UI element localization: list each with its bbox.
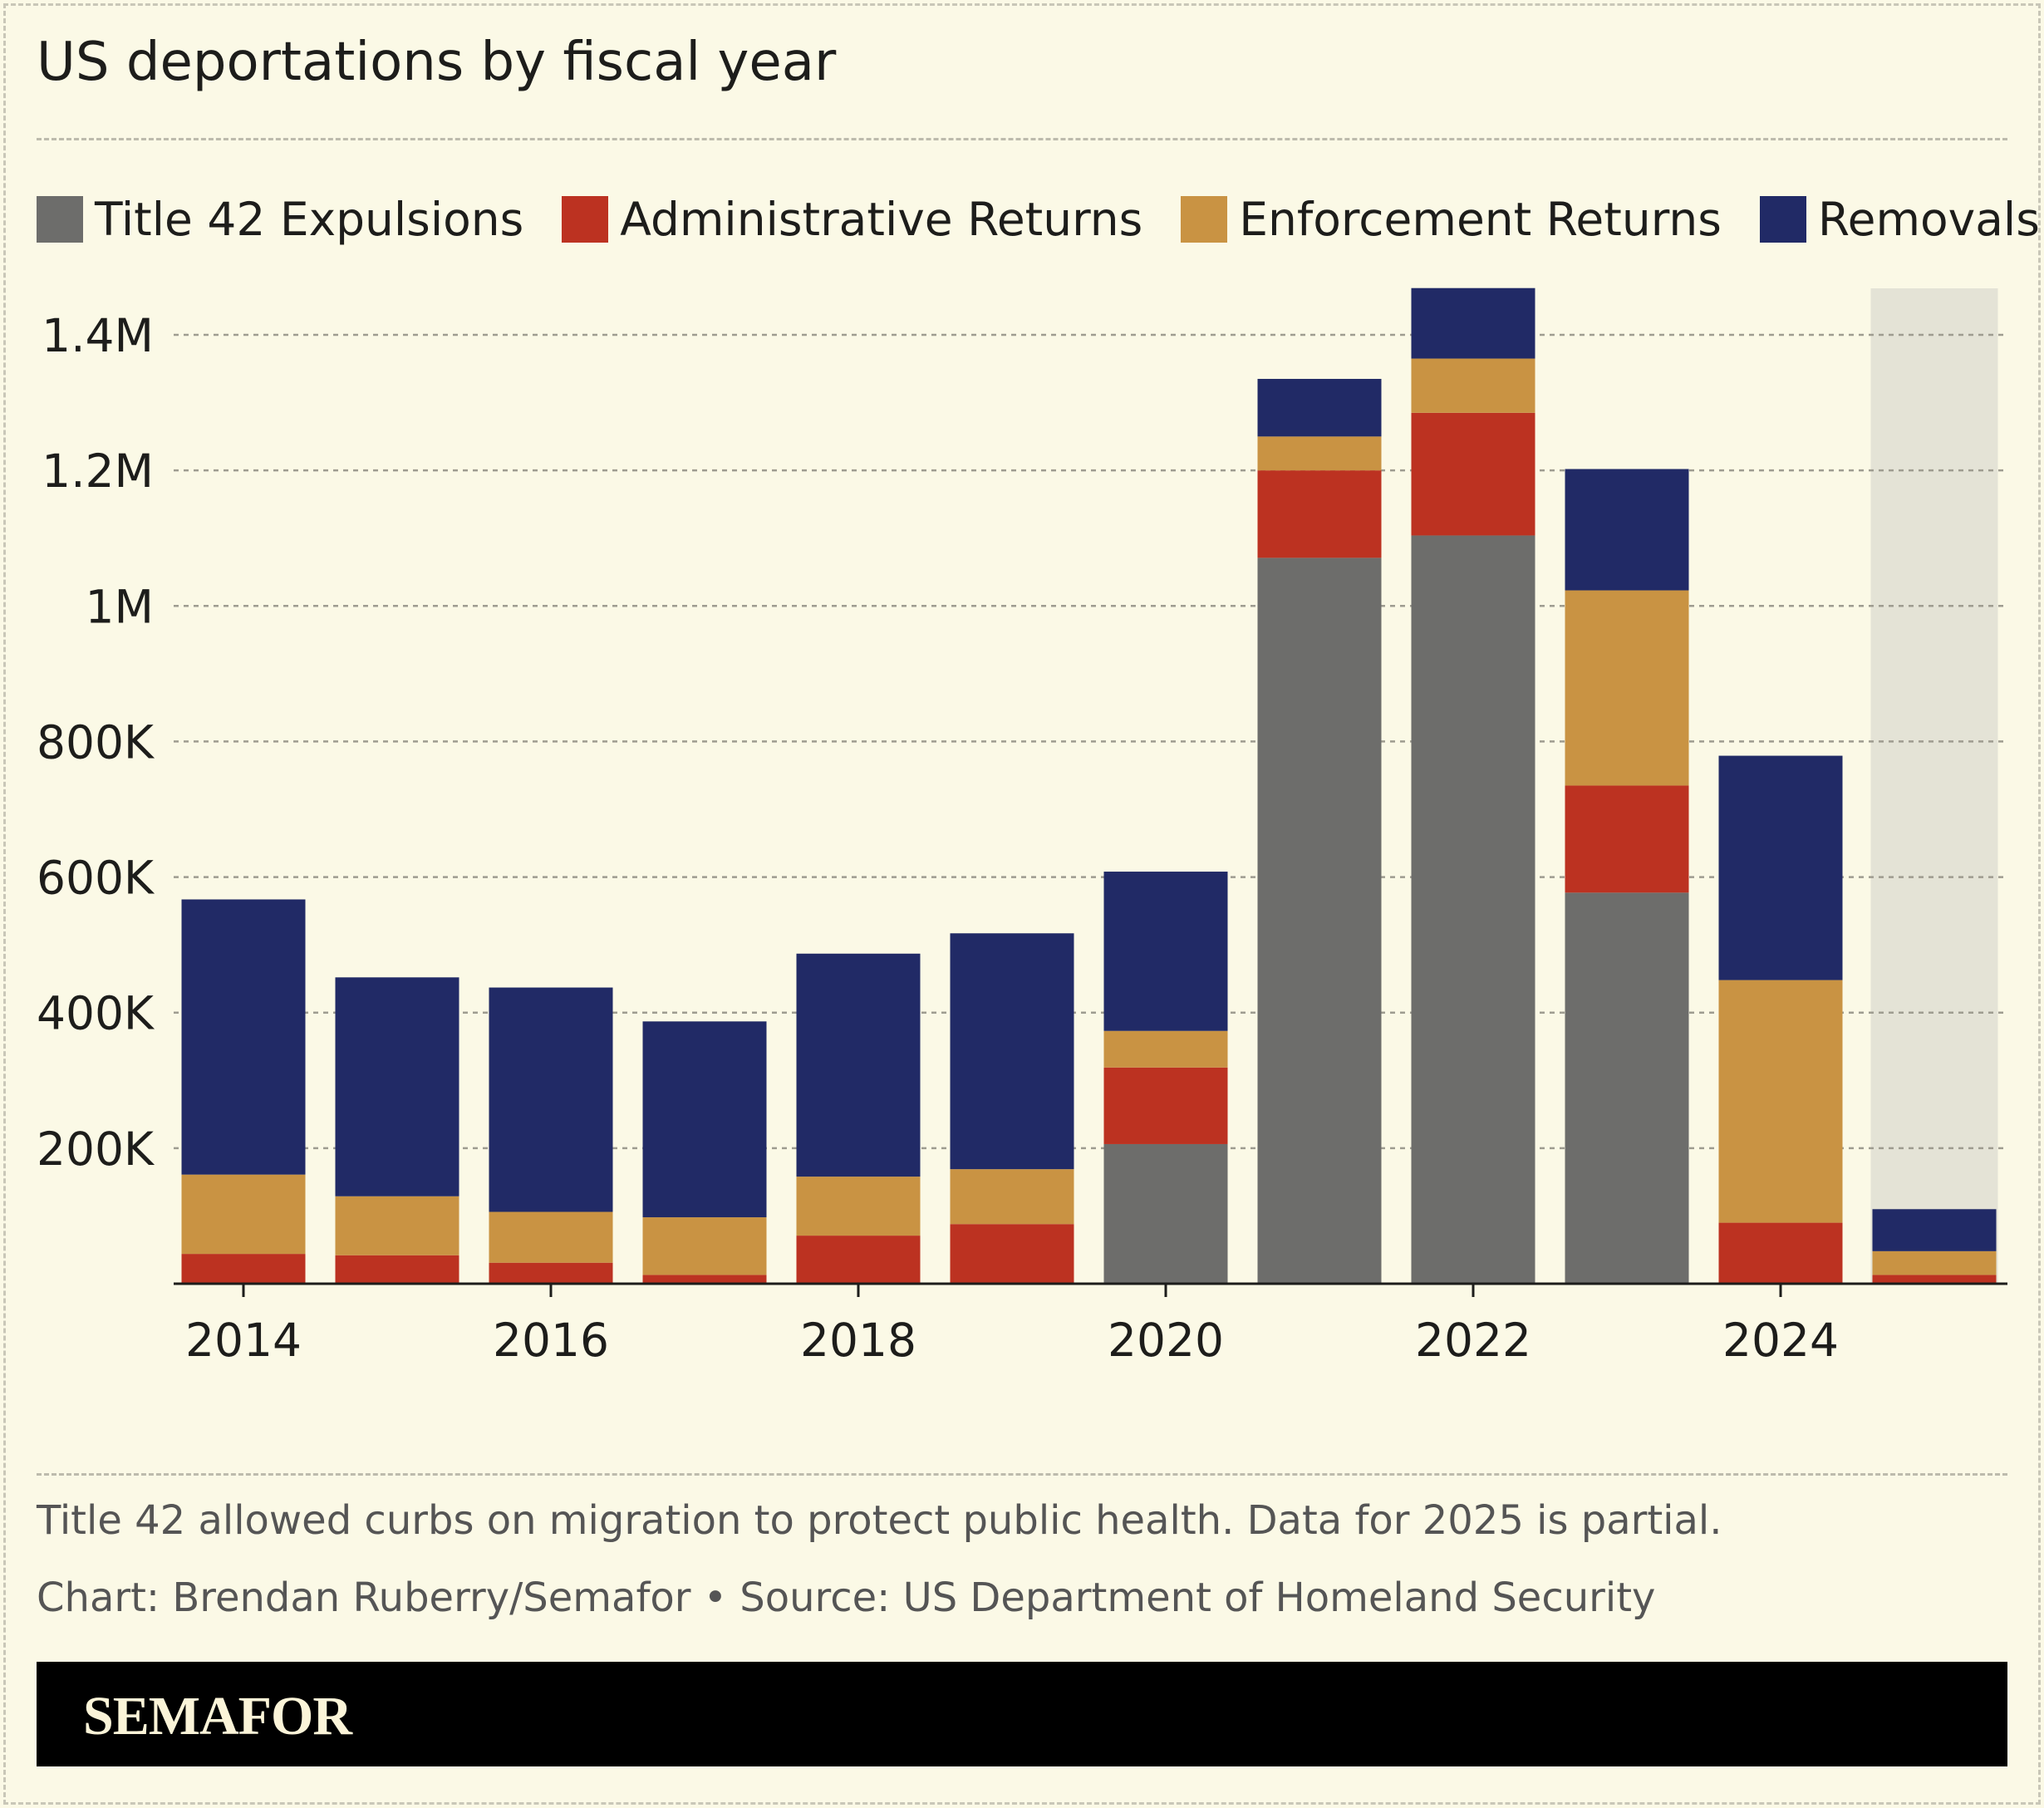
footer-divider (37, 1473, 2007, 1476)
x-tick-label: 2022 (1415, 1314, 1531, 1367)
bar-segment-2015-removals (335, 977, 459, 1196)
bar-segment-2023-administrative-returns (1565, 785, 1689, 893)
bar-segment-2020-administrative-returns (1103, 1067, 1228, 1144)
bar-segment-2020-enforcement-returns (1103, 1030, 1228, 1068)
bar-segment-2025-administrative-returns (1872, 1275, 1997, 1284)
bar-segment-2015-administrative-returns (335, 1255, 459, 1284)
semafor-logo: SEMAFOR (83, 1686, 352, 1747)
bar-segment-2019-removals (950, 933, 1074, 1170)
legend-label: Administrative Returns (620, 193, 1143, 246)
y-tick-label: 1M (86, 580, 154, 633)
bar-segment-2019-enforcement-returns (950, 1169, 1074, 1225)
legend-item-administrative-returns: Administrative Returns (562, 193, 1142, 246)
bar-segment-2014-enforcement-returns (181, 1174, 306, 1255)
legend-swatch (1759, 196, 1806, 243)
x-tick-label: 2014 (185, 1314, 302, 1367)
brand-bar: SEMAFOR (37, 1662, 2007, 1766)
bar-segment-2016-removals (489, 987, 613, 1212)
bar-segment-2024-administrative-returns (1718, 1222, 1843, 1284)
bar-segment-2025-enforcement-returns (1872, 1250, 1997, 1275)
legend-item-enforcement-returns: Enforcement Returns (1181, 193, 1722, 246)
bar-segment-2022-administrative-returns (1411, 412, 1535, 536)
bar-segment-2023-enforcement-returns (1565, 590, 1689, 786)
chart-frame (3, 3, 2041, 1805)
bar-segment-2021-title-42-expulsions (1257, 558, 1382, 1284)
x-tick-label: 2016 (493, 1314, 609, 1367)
bar-segment-2020-removals (1103, 872, 1228, 1031)
bar-segment-2022-removals (1411, 287, 1535, 359)
bar-segment-2022-enforcement-returns (1411, 358, 1535, 413)
legend-swatch (37, 196, 83, 243)
bar-segment-2016-enforcement-returns (489, 1211, 613, 1263)
y-tick-label: 1.2M (42, 445, 154, 498)
bar-segment-2014-administrative-returns (181, 1254, 306, 1284)
bar-segment-2019-administrative-returns (950, 1224, 1074, 1284)
bar-segment-2024-enforcement-returns (1718, 980, 1843, 1223)
bar-segment-2021-removals (1257, 379, 1382, 437)
bar-segment-2017-enforcement-returns (642, 1217, 767, 1275)
bar-segment-2018-administrative-returns (796, 1236, 921, 1284)
legend-label: Enforcement Returns (1239, 193, 1722, 246)
partial-data-highlight (1870, 288, 1998, 1284)
bar-segment-2023-removals (1565, 469, 1689, 591)
bar-segment-2018-removals (796, 953, 921, 1177)
bar-segment-2023-title-42-expulsions (1565, 892, 1689, 1284)
x-tick-label: 2018 (800, 1314, 916, 1367)
bar-segment-2021-enforcement-returns (1257, 436, 1382, 471)
bar-segment-2017-administrative-returns (642, 1275, 767, 1284)
bar-segment-2020-title-42-expulsions (1103, 1143, 1228, 1284)
bar-segment-2025-removals (1872, 1209, 1997, 1251)
y-tick-label: 200K (37, 1123, 155, 1176)
bar-segment-2016-administrative-returns (489, 1262, 613, 1284)
chart-title: US deportations by fiscal year (37, 32, 837, 93)
y-tick-label: 600K (37, 852, 155, 905)
bar-segment-2014-removals (181, 899, 306, 1175)
bar-segment-2024-removals (1718, 755, 1843, 980)
y-tick-label: 800K (37, 715, 155, 769)
x-tick-label: 2020 (1108, 1314, 1224, 1367)
stacked-bar-chart: 200K 400K 600K 800K 1M 1.2M 1.4M 2014 2016 2018 20… (37, 287, 2007, 1367)
title-divider (37, 138, 2007, 140)
y-tick-label: 1.4M (42, 309, 154, 362)
bar-segment-2017-removals (642, 1021, 767, 1218)
bar-segment-2018-enforcement-returns (796, 1177, 921, 1236)
legend-label: Title 42 Expulsions (95, 193, 524, 246)
bar-segment-2015-enforcement-returns (335, 1196, 459, 1255)
caption: Title 42 allowed curbs on migration to p… (37, 1497, 1722, 1544)
y-tick-label: 400K (37, 987, 155, 1040)
legend-swatch (562, 196, 609, 243)
legend-item-title42: Title 42 Expulsions (37, 193, 523, 246)
credit: Chart: Brendan Ruberry/Semafor • Source:… (37, 1575, 1656, 1621)
legend: Title 42 Expulsions Administrative Retur… (37, 193, 2040, 246)
legend-swatch (1181, 196, 1228, 243)
legend-item-removals: Removals (1759, 193, 2040, 246)
bar-segment-2021-administrative-returns (1257, 470, 1382, 558)
bar-segment-2022-title-42-expulsions (1411, 535, 1535, 1284)
x-tick-label: 2024 (1722, 1314, 1839, 1367)
legend-label: Removals (1817, 193, 2040, 246)
